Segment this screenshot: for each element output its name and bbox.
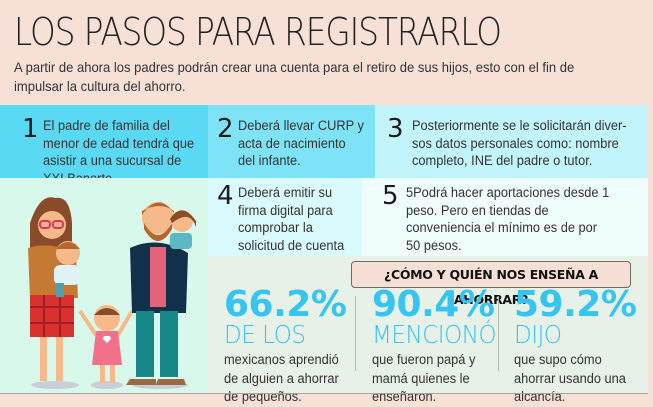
divider	[498, 296, 499, 371]
stats-badge: ¿CÓMO Y QUIÉN NOS ENSEÑA A AHORRAR?	[351, 261, 631, 307]
stat-description: que supo cómo ahorrar usando una alcancí…	[514, 352, 626, 404]
stat-description: que fueron papá y mamá quienes le enseña…	[372, 352, 476, 404]
stat-label: DIJO	[514, 320, 562, 349]
step-number: 4	[217, 181, 234, 211]
page-title: LOS PASOS PARA REGISTRARLO	[14, 10, 502, 54]
stat-description: mexicanos aprendió de alguien a ahorrar …	[224, 352, 339, 404]
step-4: 4 Deberá emitir su firma digital para co…	[208, 178, 362, 270]
stat-value: 66.2%	[224, 284, 347, 325]
stat-item: 66.2% DE LOS mexicanos aprendió de algui…	[224, 286, 352, 407]
step-text: 5Podrá hacer aportaciones desde 1 peso. …	[405, 185, 609, 253]
step-text: Deberá llevar CURP y acta de nacimiento …	[237, 118, 364, 168]
step-5: 5 5Podrá hacer aportaciones desde 1 peso…	[362, 178, 648, 256]
stat-value: 90.4%	[372, 284, 495, 325]
header: LOS PASOS PARA REGISTRARLO A partir de a…	[0, 0, 653, 105]
step-number: 2	[217, 114, 234, 144]
step-number: 5	[382, 181, 399, 211]
step-2: 2 Deberá llevar CURP y acta de nacimient…	[208, 105, 375, 178]
stat-label: MENCIONÓ	[372, 320, 497, 349]
step-text: El padre de familia del menor de edad te…	[42, 118, 194, 186]
stats-section: ¿CÓMO Y QUIÉN NOS ENSEÑA A AHORRAR? 66.2…	[208, 256, 648, 404]
bottom-divider	[0, 393, 648, 394]
step-1: 1 El padre de familia del menor de edad …	[0, 105, 208, 186]
page-subtitle: A partir de ahora los padres podrán crea…	[14, 59, 575, 94]
step-3: 3 Posteriormente se le solicitarán diver…	[375, 105, 648, 178]
step-number: 1	[22, 114, 39, 144]
step-number: 3	[387, 114, 404, 144]
step-text: Posteriormente se le solicitarán diver-s…	[411, 118, 627, 168]
divider	[355, 296, 356, 371]
stat-label: DE LOS	[224, 320, 306, 349]
stat-item: 59.2% DIJO que supo cómo ahorrar usando …	[514, 286, 639, 407]
family-illustration-icon	[28, 197, 196, 389]
steps-grid: 1 El padre de familia del menor de edad …	[0, 105, 648, 404]
stat-value: 59.2%	[514, 284, 637, 325]
family-illustration	[0, 178, 208, 394]
stat-item: 90.4% MENCIONÓ que fueron papá y mamá qu…	[372, 286, 497, 407]
